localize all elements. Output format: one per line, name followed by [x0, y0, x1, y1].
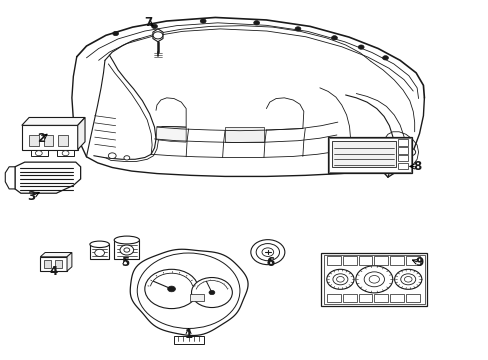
Polygon shape — [153, 29, 163, 42]
Circle shape — [113, 31, 118, 36]
Bar — [174, 336, 203, 343]
Circle shape — [364, 272, 384, 287]
Bar — [323, 255, 424, 304]
Text: 8: 8 — [412, 160, 420, 173]
Circle shape — [336, 276, 344, 282]
Bar — [44, 260, 51, 268]
Circle shape — [123, 156, 129, 160]
Polygon shape — [224, 127, 264, 143]
Bar — [328, 138, 410, 172]
Circle shape — [62, 151, 69, 156]
Text: 4: 4 — [50, 265, 58, 278]
Circle shape — [153, 32, 163, 39]
Circle shape — [123, 248, 129, 252]
Bar — [58, 135, 68, 146]
Circle shape — [294, 27, 300, 31]
Circle shape — [35, 151, 42, 156]
Ellipse shape — [90, 241, 109, 248]
Polygon shape — [130, 249, 247, 336]
Circle shape — [368, 275, 379, 283]
Polygon shape — [67, 252, 72, 271]
Text: 6: 6 — [265, 256, 274, 269]
Text: 9: 9 — [415, 256, 423, 269]
Bar — [55, 260, 62, 268]
Polygon shape — [22, 117, 85, 125]
Bar — [331, 141, 395, 167]
Circle shape — [144, 269, 198, 309]
Circle shape — [95, 249, 104, 256]
Circle shape — [404, 276, 411, 282]
Polygon shape — [156, 126, 186, 142]
Text: 1: 1 — [184, 328, 192, 341]
Polygon shape — [78, 117, 85, 150]
Circle shape — [256, 244, 279, 261]
Polygon shape — [321, 253, 427, 306]
Polygon shape — [22, 125, 78, 150]
Circle shape — [331, 36, 337, 40]
Bar — [342, 294, 356, 302]
Circle shape — [405, 149, 415, 156]
Polygon shape — [40, 257, 67, 271]
Bar — [397, 155, 407, 161]
Circle shape — [108, 153, 116, 158]
Circle shape — [400, 274, 415, 285]
Text: 7: 7 — [144, 15, 152, 28]
Bar — [405, 294, 419, 302]
Circle shape — [332, 274, 347, 285]
Circle shape — [262, 248, 273, 256]
Circle shape — [253, 21, 259, 25]
Bar — [389, 294, 403, 302]
Circle shape — [191, 278, 232, 307]
Bar — [43, 135, 53, 146]
Polygon shape — [57, 150, 74, 156]
Text: 2: 2 — [37, 132, 45, 145]
Polygon shape — [90, 244, 109, 259]
Polygon shape — [5, 167, 15, 189]
Text: 5: 5 — [121, 256, 129, 269]
Ellipse shape — [114, 236, 139, 244]
Bar — [397, 139, 407, 146]
Circle shape — [120, 245, 133, 255]
Bar — [326, 256, 340, 265]
Circle shape — [200, 19, 205, 23]
Polygon shape — [30, 150, 47, 156]
Polygon shape — [114, 240, 139, 258]
Circle shape — [137, 253, 240, 328]
Bar — [342, 256, 356, 265]
Bar — [29, 135, 39, 146]
Polygon shape — [40, 252, 72, 257]
Circle shape — [355, 266, 392, 293]
Circle shape — [151, 24, 157, 28]
Text: 3: 3 — [27, 190, 36, 203]
Circle shape — [394, 269, 421, 289]
Circle shape — [326, 269, 353, 289]
Bar — [389, 256, 403, 265]
Circle shape — [382, 56, 387, 60]
Bar — [397, 163, 407, 169]
Bar — [189, 294, 203, 301]
Bar — [326, 294, 340, 302]
Bar — [373, 256, 387, 265]
Circle shape — [167, 286, 175, 292]
Bar — [397, 147, 407, 154]
Bar — [405, 256, 419, 265]
Circle shape — [208, 291, 214, 295]
Bar — [358, 256, 372, 265]
Circle shape — [250, 240, 285, 265]
Polygon shape — [327, 137, 411, 173]
Circle shape — [358, 45, 364, 49]
Bar — [358, 294, 372, 302]
Polygon shape — [15, 162, 81, 193]
Bar — [373, 294, 387, 302]
